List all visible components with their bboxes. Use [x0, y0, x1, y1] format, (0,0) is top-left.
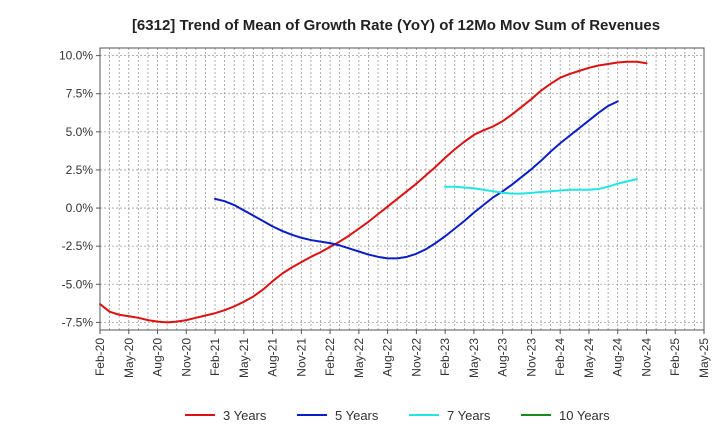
series-line-7-years	[444, 178, 638, 195]
x-axis-ticks: Feb-20 May-20 Aug-20 Nov-20 Feb-21 May-21 Aug-…	[93, 330, 711, 378]
x-tick-label: May-21	[237, 338, 251, 378]
x-tick-label: Aug-21	[266, 338, 280, 377]
x-tick-label: Nov-23	[524, 338, 538, 377]
legend: 3 Years 5 Years 7 Years 10 Years	[185, 408, 610, 423]
x-tick-label: Aug-20	[151, 338, 165, 377]
x-tick-label: Feb-20	[93, 338, 107, 376]
legend-label: 10 Years	[559, 408, 610, 423]
legend-label: 7 Years	[447, 408, 491, 423]
y-tick-label: 0.0%	[66, 201, 94, 215]
x-tick-label: Nov-20	[179, 338, 193, 377]
series-line-3-years	[99, 60, 648, 324]
x-tick-label: May-24	[582, 338, 596, 378]
x-tick-label: Nov-21	[294, 338, 308, 377]
x-tick-label: Feb-22	[323, 338, 337, 376]
y-tick-label: 7.5%	[66, 87, 94, 101]
x-tick-label: May-25	[697, 338, 711, 378]
x-tick-label: May-23	[467, 338, 481, 378]
x-tick-label: Feb-24	[553, 338, 567, 376]
y-tick-label: -5.0%	[62, 277, 94, 291]
y-tick-label: 2.5%	[66, 163, 94, 177]
x-tick-label: Feb-25	[668, 338, 682, 376]
y-tick-label: -7.5%	[62, 315, 94, 329]
x-tick-label: Aug-22	[381, 338, 395, 377]
legend-label: 3 Years	[223, 408, 267, 423]
y-tick-label: -2.5%	[62, 239, 94, 253]
series-line-5-years	[214, 100, 619, 260]
series-lines	[99, 60, 648, 324]
chart-title: [6312] Trend of Mean of Growth Rate (YoY…	[132, 17, 660, 34]
y-axis-ticks: 10.0% 7.5% 5.0% 2.5% 0.0% -2.5% -5.0% -7.5%	[59, 49, 100, 329]
y-tick-label: 5.0%	[66, 125, 94, 139]
x-tick-label: Aug-23	[496, 338, 510, 377]
y-tick-label: 10.0%	[59, 49, 93, 63]
grid	[99, 48, 705, 330]
x-tick-label: Feb-21	[208, 338, 222, 376]
x-tick-label: Nov-22	[409, 338, 423, 377]
x-tick-label: Feb-23	[438, 338, 452, 376]
x-tick-label: Aug-24	[611, 338, 625, 377]
plot-frame	[99, 47, 705, 331]
x-tick-label: May-20	[122, 338, 136, 378]
x-tick-label: Nov-24	[639, 338, 653, 377]
legend-label: 5 Years	[335, 408, 379, 423]
x-tick-label: May-22	[352, 338, 366, 378]
